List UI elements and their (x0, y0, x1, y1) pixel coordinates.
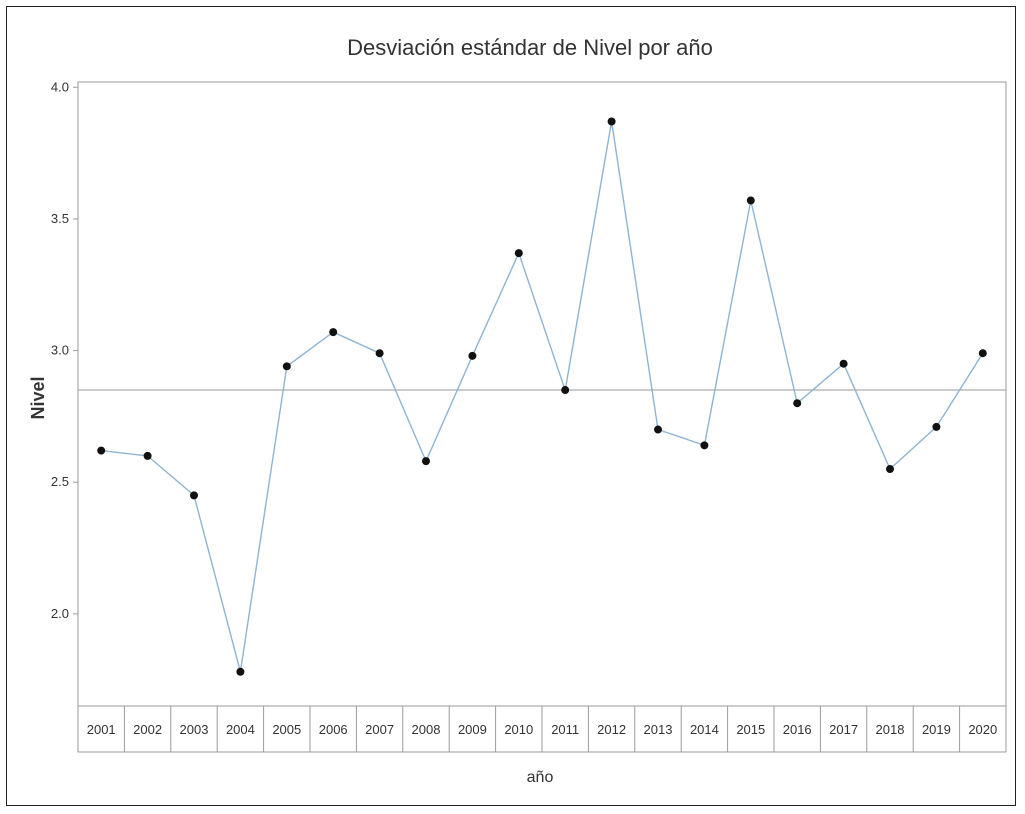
x-tick-label: 2003 (180, 722, 209, 737)
x-tick-label: 2014 (690, 722, 719, 737)
data-point (190, 491, 198, 500)
data-point (375, 349, 384, 358)
data-point (746, 196, 755, 205)
x-tick-label: 2010 (504, 722, 533, 737)
series-line (101, 121, 984, 672)
data-point (236, 667, 245, 676)
x-tick-label: 2019 (922, 722, 951, 737)
x-tick-label: 2015 (736, 722, 765, 737)
data-point (700, 441, 709, 450)
x-tick-label: 2009 (458, 722, 487, 737)
data-point (978, 349, 987, 358)
x-tick-label: 2006 (319, 722, 348, 737)
data-point (143, 451, 152, 460)
x-tick-label: 2018 (876, 722, 905, 737)
x-tick-label: 2007 (365, 722, 394, 737)
data-point (422, 457, 430, 466)
x-tick-label: 2004 (226, 722, 255, 737)
x-tick-label: 2008 (412, 722, 441, 737)
data-point (793, 399, 802, 408)
plot-border (77, 81, 1007, 707)
x-tick-label: 2011 (551, 722, 579, 737)
data-point (282, 362, 291, 371)
y-tick-label: 3.0 (51, 343, 69, 358)
y-tick-label: 3.5 (51, 211, 69, 226)
plot-area: 2001 2002 2003 2004 2005 2006 2007 2008 2009 2010… (51, 79, 1007, 753)
y-tick-label: 2.0 (51, 606, 69, 621)
data-point (329, 328, 338, 337)
data-point (561, 386, 570, 395)
chart-frame (6, 6, 1016, 806)
x-tick-label: 2005 (272, 722, 301, 737)
x-tick-label: 2012 (597, 722, 626, 737)
data-point (468, 351, 477, 360)
data-point (886, 465, 894, 474)
data-point (932, 422, 941, 431)
x-axis-label: año (527, 769, 554, 786)
x-tick-label: 2001 (87, 722, 116, 737)
data-point (839, 359, 848, 368)
x-tick-label: 2002 (133, 722, 162, 737)
data-point (97, 446, 106, 455)
x-tick-label: 2020 (968, 722, 997, 737)
data-point (654, 425, 662, 434)
chart-title: Desviación estándar de Nivel por año (347, 35, 713, 60)
x-tick-label: 2017 (829, 722, 858, 737)
data-point (514, 249, 523, 258)
x-tick-label: 2013 (644, 722, 673, 737)
y-tick-label: 2.5 (51, 474, 69, 489)
y-tick-label: 4.0 (51, 79, 69, 94)
data-point (607, 117, 616, 126)
y-axis-label: Nivel (28, 376, 48, 419)
x-tick-label: 2016 (783, 722, 812, 737)
